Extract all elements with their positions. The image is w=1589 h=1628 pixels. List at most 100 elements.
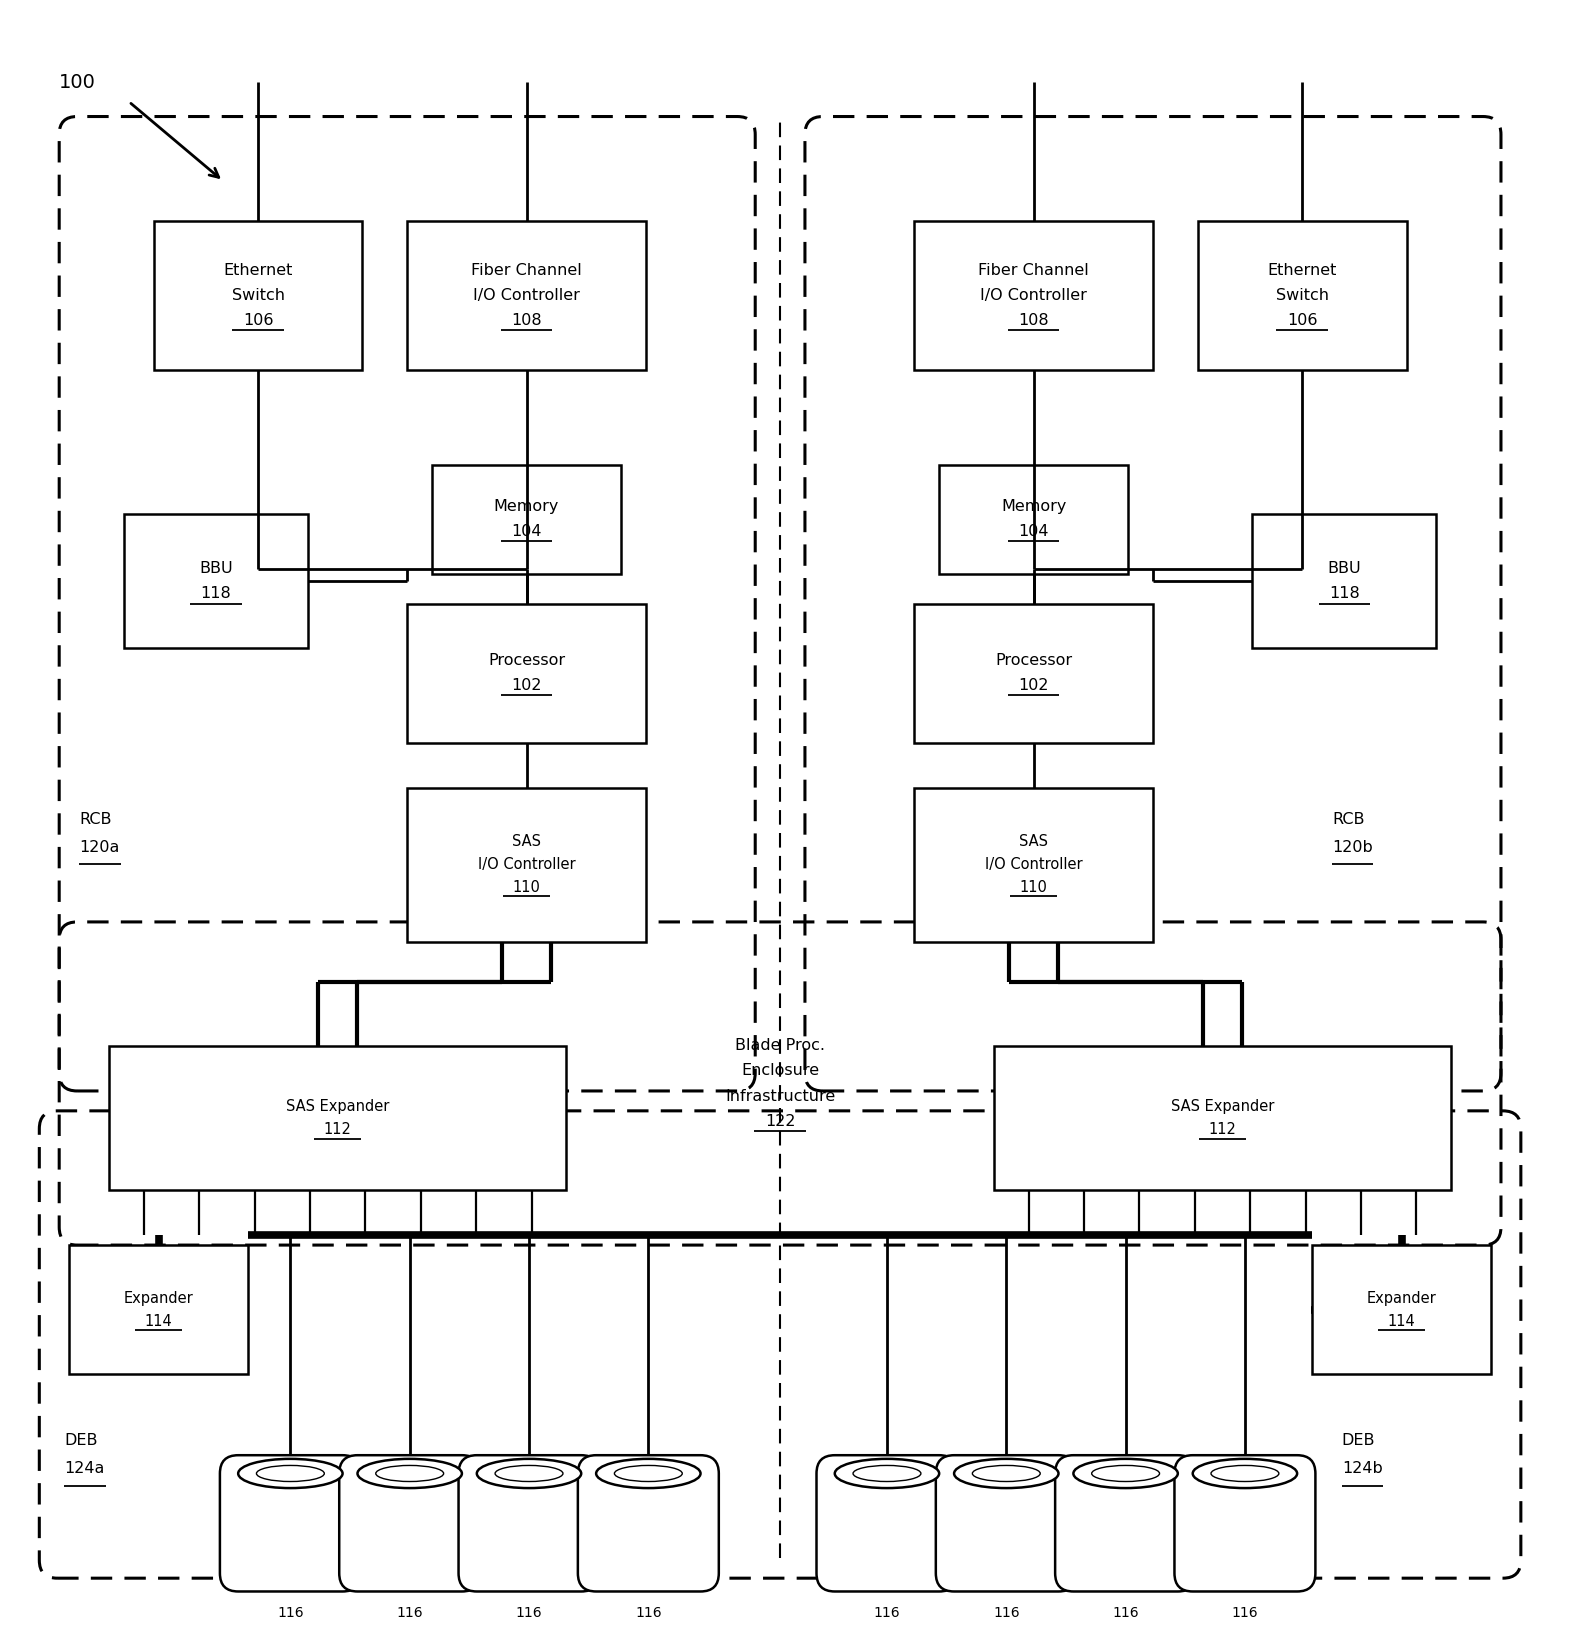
Text: RCB: RCB <box>79 812 111 827</box>
Text: I/O Controller: I/O Controller <box>985 858 1082 873</box>
Ellipse shape <box>358 1459 462 1488</box>
FancyBboxPatch shape <box>936 1455 1077 1592</box>
Text: 116: 116 <box>636 1605 661 1620</box>
Text: Processor: Processor <box>995 653 1073 667</box>
Text: 114: 114 <box>145 1314 173 1328</box>
Bar <box>1198 221 1406 370</box>
Text: Expander: Expander <box>1367 1291 1436 1306</box>
Text: 116: 116 <box>1231 1605 1258 1620</box>
Text: HDD: HDD <box>990 1578 1022 1592</box>
Text: SAS Expander: SAS Expander <box>286 1099 389 1114</box>
Text: SAS: SAS <box>512 834 540 850</box>
Bar <box>407 788 645 943</box>
FancyBboxPatch shape <box>1174 1455 1316 1592</box>
Text: 112: 112 <box>324 1122 351 1138</box>
Bar <box>110 1047 566 1190</box>
Bar <box>1252 514 1436 648</box>
Text: 102: 102 <box>512 679 542 694</box>
Bar <box>1313 1245 1490 1374</box>
Bar <box>124 514 308 648</box>
Ellipse shape <box>496 1465 563 1481</box>
Ellipse shape <box>477 1459 582 1488</box>
Ellipse shape <box>953 1459 1058 1488</box>
Text: I/O Controller: I/O Controller <box>474 288 580 303</box>
Text: 104: 104 <box>512 524 542 539</box>
Ellipse shape <box>256 1465 324 1481</box>
Ellipse shape <box>1092 1465 1160 1481</box>
Text: Processor: Processor <box>488 653 566 667</box>
Text: HDD: HDD <box>1109 1578 1141 1592</box>
FancyBboxPatch shape <box>459 1455 599 1592</box>
Text: 124b: 124b <box>1341 1462 1382 1477</box>
Text: HDD: HDD <box>871 1578 903 1592</box>
Ellipse shape <box>1074 1459 1177 1488</box>
Ellipse shape <box>1211 1465 1279 1481</box>
Text: Ethernet: Ethernet <box>1268 262 1336 278</box>
Bar <box>432 464 621 575</box>
Text: RCB: RCB <box>1332 812 1365 827</box>
Text: Memory: Memory <box>1001 500 1066 514</box>
Text: HDD: HDD <box>275 1578 307 1592</box>
Text: 116: 116 <box>276 1605 303 1620</box>
Bar <box>914 221 1154 370</box>
Text: 116: 116 <box>993 1605 1020 1620</box>
Bar <box>939 464 1128 575</box>
Text: Fiber Channel: Fiber Channel <box>472 262 582 278</box>
Text: Enclosure: Enclosure <box>740 1063 820 1078</box>
Bar <box>914 604 1154 742</box>
Text: 116: 116 <box>874 1605 901 1620</box>
FancyBboxPatch shape <box>338 1455 480 1592</box>
Text: 108: 108 <box>1019 313 1049 329</box>
Text: HDD: HDD <box>1228 1578 1260 1592</box>
Text: DEB: DEB <box>64 1434 97 1449</box>
Text: Switch: Switch <box>232 288 284 303</box>
Text: 118: 118 <box>200 586 230 601</box>
Text: Blade Proc.: Blade Proc. <box>736 1039 825 1053</box>
Text: 110: 110 <box>1020 881 1047 895</box>
Ellipse shape <box>596 1459 701 1488</box>
Text: 104: 104 <box>1019 524 1049 539</box>
Ellipse shape <box>1193 1459 1297 1488</box>
Text: SAS Expander: SAS Expander <box>1171 1099 1274 1114</box>
Text: HDD: HDD <box>394 1578 426 1592</box>
Text: DEB: DEB <box>1341 1434 1376 1449</box>
Bar <box>70 1245 248 1374</box>
Bar <box>407 221 645 370</box>
Text: 120a: 120a <box>79 840 119 855</box>
Text: 122: 122 <box>764 1114 796 1128</box>
Text: 106: 106 <box>1287 313 1317 329</box>
Text: SAS: SAS <box>1019 834 1049 850</box>
FancyBboxPatch shape <box>219 1455 361 1592</box>
Text: Memory: Memory <box>494 500 559 514</box>
Text: Expander: Expander <box>124 1291 194 1306</box>
Text: 102: 102 <box>1019 679 1049 694</box>
Text: 100: 100 <box>59 73 95 91</box>
Text: 116: 116 <box>1112 1605 1139 1620</box>
Text: Switch: Switch <box>1276 288 1328 303</box>
Text: BBU: BBU <box>1327 562 1362 576</box>
Bar <box>993 1047 1451 1190</box>
Ellipse shape <box>853 1465 922 1481</box>
Text: Infrastructure: Infrastructure <box>725 1089 836 1104</box>
Text: 108: 108 <box>512 313 542 329</box>
Text: HDD: HDD <box>632 1578 664 1592</box>
Text: Fiber Channel: Fiber Channel <box>979 262 1088 278</box>
FancyBboxPatch shape <box>817 1455 958 1592</box>
Text: I/O Controller: I/O Controller <box>980 288 1087 303</box>
Ellipse shape <box>615 1465 682 1481</box>
Ellipse shape <box>972 1465 1041 1481</box>
Bar <box>407 604 645 742</box>
Ellipse shape <box>238 1459 343 1488</box>
Text: I/O Controller: I/O Controller <box>478 858 575 873</box>
Bar <box>914 788 1154 943</box>
Ellipse shape <box>834 1459 939 1488</box>
Bar <box>154 221 362 370</box>
Text: 110: 110 <box>513 881 540 895</box>
Text: 120b: 120b <box>1332 840 1373 855</box>
Text: BBU: BBU <box>199 562 232 576</box>
FancyBboxPatch shape <box>1055 1455 1197 1592</box>
Text: 118: 118 <box>1328 586 1360 601</box>
Text: 116: 116 <box>516 1605 542 1620</box>
Text: 114: 114 <box>1387 1314 1416 1328</box>
Text: 112: 112 <box>1209 1122 1236 1138</box>
